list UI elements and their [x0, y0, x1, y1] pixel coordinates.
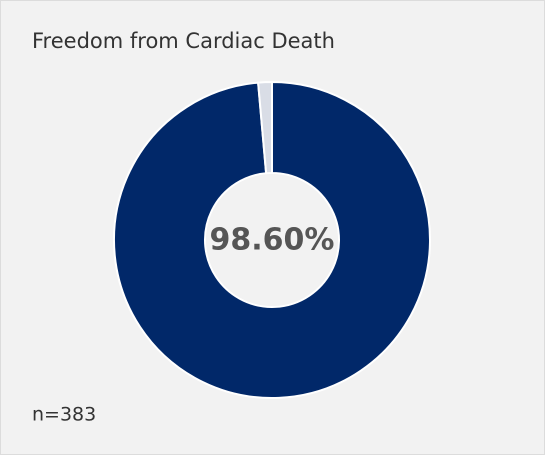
donut-hole: [206, 174, 338, 306]
donut-slice: [113, 80, 431, 399]
donut-slice: [257, 80, 273, 175]
chart-title: Freedom from Cardiac Death: [32, 29, 335, 53]
center-label: 98.60%: [210, 223, 335, 258]
annotation: n=383: [32, 404, 96, 426]
